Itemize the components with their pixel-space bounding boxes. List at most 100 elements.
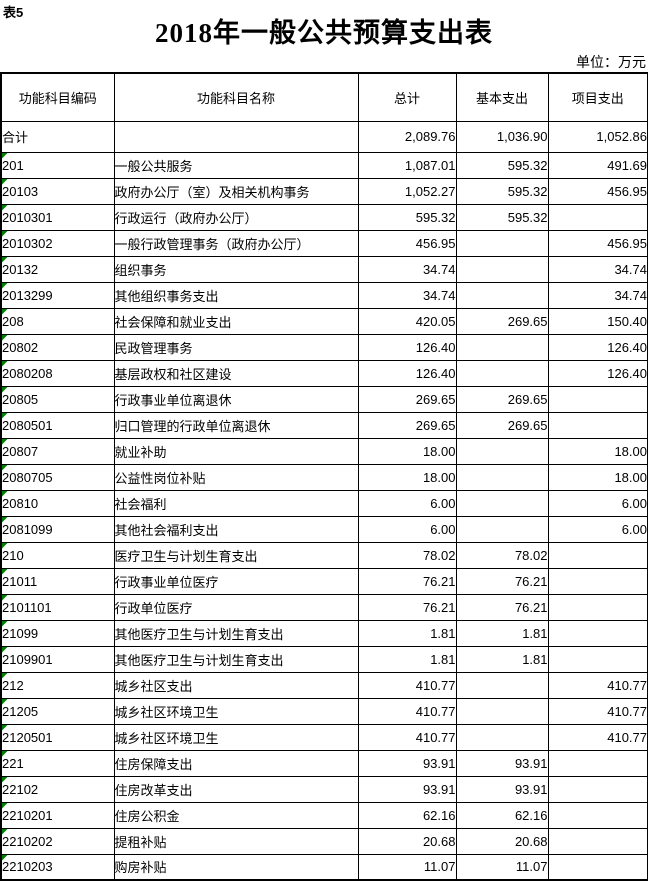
table-row: 2120501 城乡社区环境卫生 410.77 410.77 bbox=[0, 723, 648, 751]
project-expenditure-cell bbox=[547, 203, 648, 231]
name-cell: 行政事业单位离退休 bbox=[113, 385, 359, 413]
total-cell: 1,052.27 bbox=[357, 177, 457, 205]
name-cell: 其他医疗卫生与计划生育支出 bbox=[113, 619, 359, 647]
code-cell: 合计 bbox=[0, 120, 115, 153]
table-row: 208 社会保障和就业支出 420.05 269.65 150.40 bbox=[0, 307, 648, 335]
error-marker-icon bbox=[2, 699, 8, 705]
table-tag: 表5 bbox=[3, 5, 24, 20]
basic-expenditure-cell: 595.32 bbox=[455, 203, 549, 231]
basic-expenditure-cell: 76.21 bbox=[455, 593, 549, 621]
table-row: 合计 2,089.76 1,036.90 1,052.86 bbox=[0, 120, 648, 153]
project-expenditure-cell bbox=[547, 853, 648, 881]
table-row: 221 住房保障支出 93.91 93.91 bbox=[0, 749, 648, 777]
code-cell: 210 bbox=[0, 541, 115, 569]
project-expenditure-cell: 126.40 bbox=[547, 333, 648, 361]
total-cell: 1,087.01 bbox=[357, 151, 457, 179]
table-row: 2210201 住房公积金 62.16 62.16 bbox=[0, 801, 648, 829]
code-cell: 21205 bbox=[0, 697, 115, 725]
table-row: 20802 民政管理事务 126.40 126.40 bbox=[0, 333, 648, 361]
name-cell: 其他组织事务支出 bbox=[113, 281, 359, 309]
total-cell: 420.05 bbox=[357, 307, 457, 335]
total-cell: 269.65 bbox=[357, 411, 457, 439]
code-cell: 20810 bbox=[0, 489, 115, 517]
column-header-code: 功能科目编码 bbox=[0, 72, 115, 122]
error-marker-icon bbox=[2, 283, 8, 289]
error-marker-icon bbox=[2, 491, 8, 497]
project-expenditure-cell: 150.40 bbox=[547, 307, 648, 335]
total-cell: 76.21 bbox=[357, 567, 457, 595]
name-cell: 医疗卫生与计划生育支出 bbox=[113, 541, 359, 569]
basic-expenditure-cell: 20.68 bbox=[455, 827, 549, 855]
code-cell: 221 bbox=[0, 749, 115, 777]
name-cell: 购房补贴 bbox=[113, 853, 359, 881]
table-row: 2080501 归口管理的行政单位离退休 269.65 269.65 bbox=[0, 411, 648, 439]
code-cell: 2010301 bbox=[0, 203, 115, 231]
name-cell: 社会保障和就业支出 bbox=[113, 307, 359, 335]
error-marker-icon bbox=[2, 777, 8, 783]
error-marker-icon bbox=[2, 205, 8, 211]
error-marker-icon bbox=[2, 387, 8, 393]
project-expenditure-cell: 126.40 bbox=[547, 359, 648, 387]
project-expenditure-cell: 18.00 bbox=[547, 463, 648, 491]
project-expenditure-cell bbox=[547, 775, 648, 803]
budget-table: 功能科目编码 功能科目名称 总计 基本支出 项目支出 合计 2,089.76 1,0… bbox=[0, 72, 648, 881]
table-row: 2210203 购房补贴 11.07 11.07 bbox=[0, 853, 648, 881]
total-cell: 62.16 bbox=[357, 801, 457, 829]
error-marker-icon bbox=[2, 803, 8, 809]
basic-expenditure-cell: 1.81 bbox=[455, 619, 549, 647]
error-marker-icon bbox=[2, 257, 8, 263]
total-cell: 456.95 bbox=[357, 229, 457, 257]
basic-expenditure-cell: 76.21 bbox=[455, 567, 549, 595]
table-row: 2080705 公益性岗位补贴 18.00 18.00 bbox=[0, 463, 648, 491]
name-cell: 归口管理的行政单位离退休 bbox=[113, 411, 359, 439]
total-cell: 269.65 bbox=[357, 385, 457, 413]
basic-expenditure-cell bbox=[455, 281, 549, 309]
code-cell: 2120501 bbox=[0, 723, 115, 751]
project-expenditure-cell: 456.95 bbox=[547, 177, 648, 205]
code-cell: 21011 bbox=[0, 567, 115, 595]
total-cell: 410.77 bbox=[357, 671, 457, 699]
project-expenditure-cell bbox=[547, 801, 648, 829]
total-cell: 6.00 bbox=[357, 515, 457, 543]
header-row: 功能科目编码 功能科目名称 总计 基本支出 项目支出 bbox=[0, 72, 648, 122]
name-cell: 住房改革支出 bbox=[113, 775, 359, 803]
total-cell: 78.02 bbox=[357, 541, 457, 569]
code-cell: 2080501 bbox=[0, 411, 115, 439]
total-cell: 595.32 bbox=[357, 203, 457, 231]
name-cell: 住房保障支出 bbox=[113, 749, 359, 777]
code-cell: 2210201 bbox=[0, 801, 115, 829]
column-header-total: 总计 bbox=[357, 72, 457, 122]
name-cell: 城乡社区环境卫生 bbox=[113, 723, 359, 751]
name-cell: 基层政权和社区建设 bbox=[113, 359, 359, 387]
code-cell: 2210202 bbox=[0, 827, 115, 855]
error-marker-icon bbox=[2, 751, 8, 757]
total-cell: 18.00 bbox=[357, 463, 457, 491]
total-cell: 1.81 bbox=[357, 645, 457, 673]
error-marker-icon bbox=[2, 439, 8, 445]
basic-expenditure-cell bbox=[455, 723, 549, 751]
code-cell: 2101101 bbox=[0, 593, 115, 621]
name-cell: 住房公积金 bbox=[113, 801, 359, 829]
total-cell: 126.40 bbox=[357, 359, 457, 387]
error-marker-icon bbox=[2, 231, 8, 237]
code-cell: 2109901 bbox=[0, 645, 115, 673]
basic-expenditure-cell: 595.32 bbox=[455, 151, 549, 179]
basic-expenditure-cell bbox=[455, 359, 549, 387]
error-marker-icon bbox=[2, 543, 8, 549]
table-row: 21011 行政事业单位医疗 76.21 76.21 bbox=[0, 567, 648, 595]
code-cell: 20807 bbox=[0, 437, 115, 465]
total-cell: 93.91 bbox=[357, 749, 457, 777]
basic-expenditure-cell: 269.65 bbox=[455, 307, 549, 335]
code-cell: 2010302 bbox=[0, 229, 115, 257]
name-cell: 其他社会福利支出 bbox=[113, 515, 359, 543]
name-cell: 一般公共服务 bbox=[113, 151, 359, 179]
basic-expenditure-cell bbox=[455, 463, 549, 491]
error-marker-icon bbox=[2, 179, 8, 185]
table-body: 合计 2,089.76 1,036.90 1,052.86 201 一般公共服务 1,087… bbox=[0, 120, 648, 881]
basic-expenditure-cell: 1.81 bbox=[455, 645, 549, 673]
code-cell: 2080208 bbox=[0, 359, 115, 387]
column-header-basic: 基本支出 bbox=[455, 72, 549, 122]
project-expenditure-cell bbox=[547, 645, 648, 673]
error-marker-icon bbox=[2, 829, 8, 835]
column-header-name: 功能科目名称 bbox=[113, 72, 359, 122]
